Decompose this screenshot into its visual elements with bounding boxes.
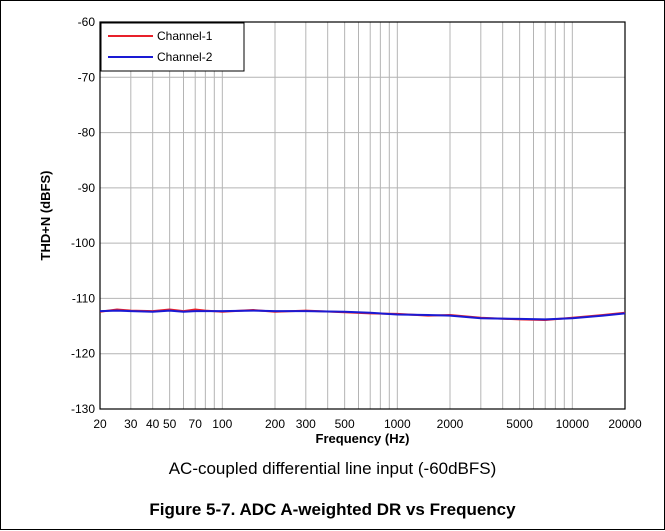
y-tick-label: -70 xyxy=(78,70,96,84)
y-tick-label: -80 xyxy=(78,126,96,140)
x-tick-label: 70 xyxy=(189,417,203,431)
series-layer xyxy=(99,308,626,322)
x-tick-label: 20000 xyxy=(608,417,642,431)
figure-caption: Figure 5-7. ADC A-weighted DR vs Frequen… xyxy=(149,500,516,519)
x-tick-label: 200 xyxy=(265,417,285,431)
legend-label-channel-2: Channel-2 xyxy=(157,50,213,64)
x-tick-label: 1000 xyxy=(384,417,411,431)
y-tick-label: -130 xyxy=(71,402,95,416)
x-axis-title: Frequency (Hz) xyxy=(316,431,410,446)
plot-border xyxy=(99,21,626,410)
x-tick-label: 40 xyxy=(146,417,160,431)
y-tick-label: -60 xyxy=(78,15,96,29)
y-tick-label: -120 xyxy=(71,347,95,361)
y-axis-title: THD+N (dBFS) xyxy=(38,171,53,261)
x-tick-label: 20 xyxy=(93,417,107,431)
y-tick-label: -110 xyxy=(72,291,95,305)
x-tick-label: 10000 xyxy=(556,417,590,431)
legend: Channel-1 Channel-2 xyxy=(100,22,245,72)
legend-label-channel-1: Channel-1 xyxy=(157,29,213,43)
y-tick-labels: -60 -70 -80 -90 -100 -110 -120 -130 xyxy=(71,15,95,416)
grid-layer xyxy=(100,22,625,409)
top-rule xyxy=(0,0,665,1)
x-tick-label: 30 xyxy=(124,417,138,431)
x-tick-labels: 20 30 40 50 70 100 200 300 500 1000 2000 5000 10000 2… xyxy=(93,417,642,431)
y-tick-label: -90 xyxy=(78,181,96,195)
legend-box xyxy=(100,22,245,72)
y-tick-label: -100 xyxy=(71,236,95,250)
series-line-channel-2 xyxy=(99,309,626,321)
x-tick-label: 50 xyxy=(163,417,177,431)
x-tick-label: 300 xyxy=(296,417,316,431)
x-tick-label: 5000 xyxy=(506,417,533,431)
thd-n-chart: 20 30 40 50 70 100 200 300 500 1000 2000 5000 10000 2… xyxy=(38,15,642,446)
x-tick-label: 100 xyxy=(212,417,232,431)
x-tick-label: 500 xyxy=(335,417,355,431)
figure-subtitle: AC-coupled differential line input (-60d… xyxy=(168,459,497,478)
x-tick-label: 2000 xyxy=(437,417,464,431)
